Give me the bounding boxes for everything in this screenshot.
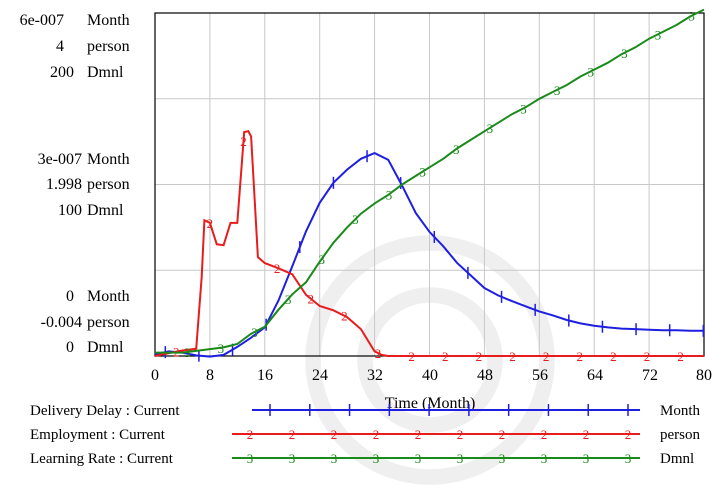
series-marker: 2 — [577, 349, 584, 364]
y-tick-person-top: 4 — [56, 38, 64, 55]
y-unit-month-mid: Month — [87, 151, 130, 168]
y-unit-person-mid: person — [87, 176, 130, 193]
legend-marker: 3 — [373, 451, 380, 466]
legend-marker: 2 — [541, 427, 548, 442]
series-marker: 3 — [655, 27, 662, 42]
legend-marker: 2 — [289, 427, 296, 442]
x-tick: 24 — [312, 367, 328, 384]
legend-marker: 3 — [247, 451, 254, 466]
y-tick-dmnl-bottom: 0 — [66, 339, 74, 356]
y-tick-month-mid: 3e-007 — [37, 151, 82, 168]
series-marker: 3 — [319, 252, 326, 267]
series-marker: 3 — [520, 101, 527, 116]
legend-marker: 3 — [625, 451, 632, 466]
x-tick: 40 — [422, 367, 438, 384]
series-marker: 2 — [644, 349, 651, 364]
legend-marker: 2 — [583, 427, 590, 442]
x-tick: 48 — [477, 367, 493, 384]
legend-label-delivery-delay: Delivery Delay : Current — [30, 403, 180, 419]
series-marker: 3 — [419, 165, 426, 180]
legend-marker: 3 — [331, 451, 338, 466]
y-tick-person-mid: 1.998 — [46, 176, 82, 193]
x-tick: 64 — [587, 367, 603, 384]
series-marker: 2 — [375, 346, 382, 361]
y-unit-month-top: Month — [87, 12, 130, 29]
legend-marker: 3 — [289, 451, 296, 466]
series-marker: 2 — [476, 349, 483, 364]
x-tick: 8 — [206, 367, 214, 384]
series-line-1 — [154, 130, 704, 357]
legend-marker: 3 — [499, 451, 506, 466]
legend-unit-month: Month — [660, 403, 701, 419]
y-unit-person-top: person — [87, 38, 130, 55]
series-marker: 2 — [240, 134, 247, 149]
y-tick-person-bottom: -0.004 — [40, 314, 82, 331]
legend-marker: 3 — [541, 451, 548, 466]
series-marker: 3 — [453, 142, 460, 157]
legend-unit-person: person — [660, 427, 700, 443]
legend-marker: 2 — [457, 427, 464, 442]
series-line-2 — [155, 8, 705, 354]
legend-marker: 3 — [583, 451, 590, 466]
series-marker: 2 — [677, 349, 684, 364]
y-tick-month-bottom: 0 — [66, 288, 74, 305]
series-marker: 3 — [487, 121, 494, 136]
y-unit-dmnl-bottom: Dmnl — [87, 339, 124, 356]
series-marker: 2 — [207, 216, 214, 231]
series-marker: 3 — [688, 9, 695, 24]
x-tick: 72 — [642, 367, 658, 384]
y-unit-month-bottom: Month — [87, 288, 130, 305]
series-marker: 3 — [588, 64, 595, 79]
x-tick: 80 — [696, 367, 712, 384]
series-marker: 3 — [251, 325, 258, 340]
legend-label-learning-rate: Learning Rate : Current — [30, 451, 173, 467]
legend-marker: 3 — [415, 451, 422, 466]
y-tick-dmnl-top: 200 — [50, 64, 74, 81]
legend-marker: 3 — [457, 451, 464, 466]
series-marker: 3 — [621, 46, 628, 61]
series-marker: 2 — [308, 292, 315, 307]
series-marker: 2 — [341, 309, 348, 324]
x-tick: 0 — [151, 367, 159, 384]
series-marker: 3 — [218, 341, 225, 356]
y-unit-dmnl-top: Dmnl — [87, 64, 124, 81]
series-marker: 3 — [285, 292, 292, 307]
series-marker: 2 — [610, 349, 617, 364]
series-marker: 2 — [509, 349, 516, 364]
series-marker: 3 — [386, 187, 393, 202]
y-unit-dmnl-mid: Dmnl — [87, 202, 124, 219]
series-marker: 3 — [554, 83, 561, 98]
series-marker: 3 — [352, 212, 359, 227]
legend-marker: 2 — [415, 427, 422, 442]
y-unit-person-bottom: person — [87, 314, 130, 331]
series-line-0 — [154, 152, 704, 358]
legend-marker: 2 — [331, 427, 338, 442]
y-tick-month-top: 6e-007 — [19, 12, 64, 29]
series-marker: 2 — [408, 349, 415, 364]
x-tick: 32 — [367, 367, 383, 384]
legend-marker: 2 — [373, 427, 380, 442]
series-marker: 2 — [442, 349, 449, 364]
legend-marker: 2 — [499, 427, 506, 442]
y-tick-dmnl-mid: 100 — [58, 202, 82, 219]
legend-label-employment: Employment : Current — [30, 427, 165, 443]
x-tick: 56 — [532, 367, 548, 384]
x-tick: 16 — [257, 367, 273, 384]
legend-marker: 2 — [625, 427, 632, 442]
legend-marker: 2 — [247, 427, 254, 442]
series-marker: 3 — [184, 345, 191, 360]
x-axis-label: Time (Month) — [384, 395, 476, 412]
series-marker: 2 — [274, 261, 281, 276]
legend-unit-dmnl: Dmnl — [660, 451, 695, 467]
series-marker: 2 — [543, 349, 550, 364]
